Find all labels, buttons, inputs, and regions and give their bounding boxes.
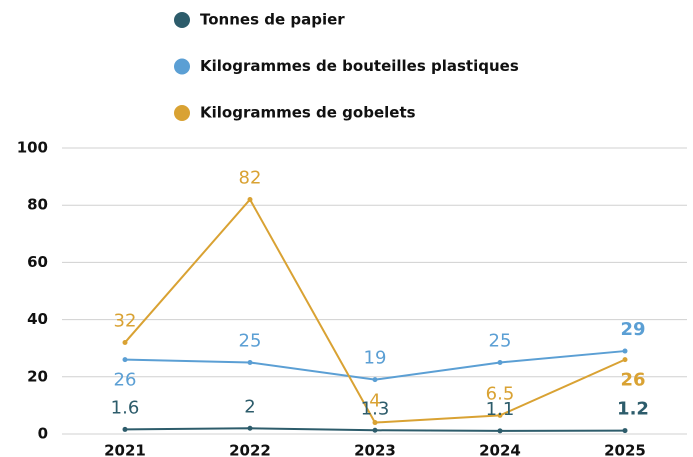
x-tick-label: 2024: [479, 442, 521, 457]
x-tick-label: 2022: [229, 442, 271, 457]
y-tick-label: 40: [27, 310, 48, 328]
legend-swatch: [174, 105, 190, 121]
y-tick-label: 20: [27, 367, 48, 385]
y-tick-label: 100: [17, 139, 48, 157]
legend-swatch: [174, 58, 190, 75]
data-point: [122, 357, 128, 363]
legend-label: Kilogrammes de bouteilles plastiques: [200, 57, 519, 75]
data-point: [372, 420, 378, 426]
x-tick-label: 2021: [104, 442, 146, 457]
data-point: [497, 428, 503, 434]
data-label: 1.2: [617, 399, 649, 420]
data-point: [247, 425, 253, 431]
data-label: 29: [620, 319, 645, 340]
data-label: 26: [620, 370, 645, 391]
data-label: 32: [114, 310, 137, 331]
y-tick-label: 60: [27, 253, 48, 271]
legend-swatch: [174, 12, 190, 28]
data-label: 2: [244, 396, 255, 417]
data-point: [497, 412, 503, 418]
data-label: 25: [239, 331, 262, 352]
data-point: [122, 426, 128, 432]
data-label: 1.1: [486, 399, 515, 420]
data-label: 25: [489, 331, 512, 352]
data-label: 26: [114, 370, 137, 391]
data-label: 19: [364, 348, 387, 369]
data-point: [372, 427, 378, 433]
data-point: [247, 360, 253, 365]
data-label: 6.5: [486, 383, 515, 404]
data-point: [622, 428, 628, 434]
legend-label: Kilogrammes de gobelets: [200, 104, 416, 122]
series-line: [124, 197, 626, 424]
data-point: [372, 377, 378, 383]
data-point: [122, 339, 128, 345]
x-tick-label: 2023: [354, 442, 396, 457]
x-tick-label: 2025: [604, 442, 646, 457]
legend-label: Tonnes de papier: [200, 11, 345, 29]
y-tick-label: 80: [27, 196, 48, 214]
data-point: [497, 360, 503, 365]
data-point: [622, 357, 628, 363]
data-label: 1.3: [361, 398, 390, 419]
data-label: 82: [239, 167, 262, 188]
data-label: 4: [369, 391, 380, 412]
data-point: [622, 348, 628, 354]
data-point: [247, 196, 253, 202]
data-label: 1.6: [111, 397, 140, 418]
y-tick-label: 0: [38, 425, 48, 443]
